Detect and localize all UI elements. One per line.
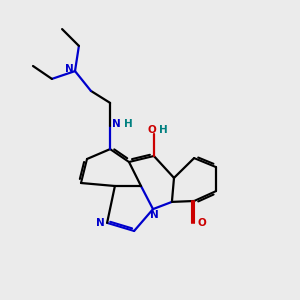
Text: N: N (150, 209, 159, 220)
Text: N: N (112, 118, 121, 129)
Text: O: O (197, 218, 206, 228)
Text: O: O (147, 124, 156, 135)
Text: H: H (159, 124, 168, 135)
Text: N: N (96, 218, 105, 228)
Text: H: H (124, 118, 133, 129)
Text: N: N (65, 64, 74, 74)
